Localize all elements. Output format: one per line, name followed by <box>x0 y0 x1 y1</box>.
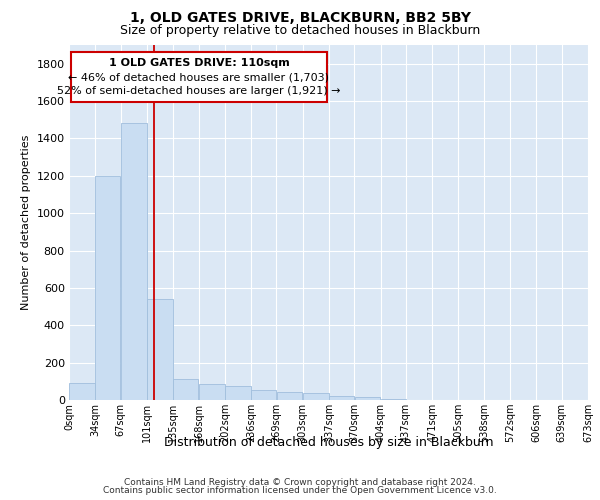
Text: Contains HM Land Registry data © Crown copyright and database right 2024.: Contains HM Land Registry data © Crown c… <box>124 478 476 487</box>
Bar <box>225 386 251 400</box>
Text: 1, OLD GATES DRIVE, BLACKBURN, BB2 5BY: 1, OLD GATES DRIVE, BLACKBURN, BB2 5BY <box>130 11 470 25</box>
Bar <box>121 124 146 400</box>
Y-axis label: Number of detached properties: Number of detached properties <box>21 135 31 310</box>
Bar <box>303 394 329 400</box>
Text: 1 OLD GATES DRIVE: 110sqm: 1 OLD GATES DRIVE: 110sqm <box>109 58 289 68</box>
Text: ← 46% of detached houses are smaller (1,703): ← 46% of detached houses are smaller (1,… <box>68 72 329 82</box>
Bar <box>69 383 95 400</box>
Bar <box>277 392 302 400</box>
Text: Distribution of detached houses by size in Blackburn: Distribution of detached houses by size … <box>164 436 494 449</box>
FancyBboxPatch shape <box>71 52 328 102</box>
Bar <box>251 390 276 400</box>
Bar <box>381 399 406 400</box>
Text: Contains public sector information licensed under the Open Government Licence v3: Contains public sector information licen… <box>103 486 497 495</box>
Bar <box>147 299 173 400</box>
Bar <box>329 396 354 400</box>
Bar <box>355 396 380 400</box>
Bar <box>173 380 199 400</box>
Text: 52% of semi-detached houses are larger (1,921) →: 52% of semi-detached houses are larger (… <box>57 86 341 96</box>
Text: Size of property relative to detached houses in Blackburn: Size of property relative to detached ho… <box>120 24 480 37</box>
Bar <box>95 176 121 400</box>
Bar <box>199 384 224 400</box>
